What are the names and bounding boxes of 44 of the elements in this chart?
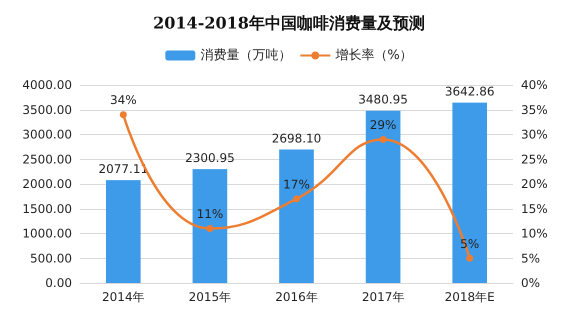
data-label: 3642.86: [444, 84, 495, 99]
bar: [452, 102, 488, 283]
x-tick-label: 2016年: [275, 290, 318, 304]
y2-tick-label: 40%: [521, 78, 548, 92]
y-tick-label: 0.00: [45, 276, 72, 290]
y-tick-label: 1000.00: [22, 226, 72, 240]
point: [120, 111, 127, 118]
x-tick-label: 2015年: [188, 290, 232, 304]
bar: [106, 180, 141, 283]
y-tick-label: 2500.00: [22, 152, 72, 166]
y2-tick-label: 0%: [521, 276, 540, 290]
point: [293, 195, 300, 202]
y2-tick-label: 15%: [521, 202, 548, 216]
x-tick-label: 2017年: [362, 290, 404, 304]
y-tick-label: 3500.00: [22, 102, 72, 117]
data-label: 2300.95: [185, 151, 235, 166]
bar: [279, 149, 314, 283]
x-tick-label: 2014年: [102, 290, 145, 304]
bar: [192, 169, 228, 283]
y2-tick-label: 20%: [521, 177, 548, 191]
bar: [366, 110, 400, 283]
y-tick-label: 4000.00: [22, 78, 72, 92]
y2-tick-label: 30%: [521, 128, 548, 142]
point: [466, 254, 474, 262]
chart-title: 2014-2018年中国咖啡消费量及预测: [153, 14, 425, 32]
legend-label: 增长率（%）: [334, 47, 413, 63]
x-tick-label: 2018年E: [444, 290, 495, 304]
data-label: 3480.95: [358, 92, 408, 107]
y-tick-label: 3000.00: [22, 128, 72, 142]
y2-tick-label: 10%: [521, 226, 548, 240]
data-label: 29%: [370, 118, 396, 132]
legend-label: 消费量（万吨）: [200, 48, 292, 63]
y2-tick-label: 5%: [521, 251, 540, 266]
y-tick-label: 500.00: [30, 251, 72, 266]
point: [206, 225, 214, 232]
y-tick-label: 2000.00: [22, 177, 72, 191]
y2-tick-label: 25%: [521, 152, 548, 166]
point: [380, 136, 387, 143]
data-label: 11%: [196, 207, 224, 222]
y2-tick-label: 35%: [521, 102, 548, 117]
y-tick-label: 1500.00: [22, 202, 72, 216]
data-label: 34%: [110, 93, 137, 108]
data-label: 2698.10: [272, 131, 322, 146]
data-label: 17%: [283, 177, 310, 192]
